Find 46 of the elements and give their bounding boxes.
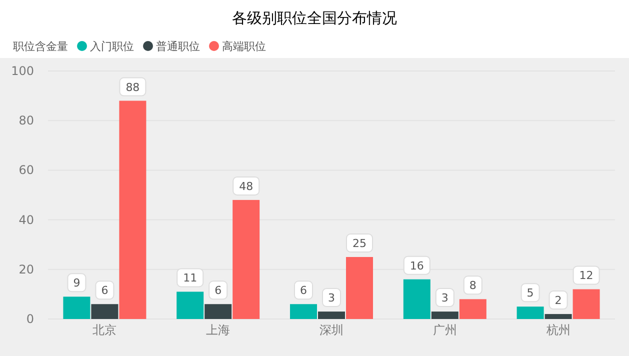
- bar: [119, 100, 146, 319]
- bar: [516, 306, 544, 319]
- x-tick-label: 广州: [432, 323, 457, 337]
- x-tick-label: 北京: [92, 323, 117, 337]
- bar: [91, 304, 118, 319]
- legend-title: 职位含金量: [13, 40, 68, 53]
- data-label: 48: [239, 180, 254, 193]
- data-label: 6: [101, 284, 108, 298]
- bar: [318, 312, 345, 319]
- y-tick-label: 100: [11, 64, 34, 78]
- data-label: 8: [469, 279, 476, 292]
- bar: [204, 304, 232, 319]
- bar: [63, 296, 90, 319]
- data-label: 5: [526, 286, 534, 300]
- data-label: 2: [554, 294, 562, 308]
- data-label: 9: [73, 276, 80, 290]
- y-tick-label: 80: [18, 114, 34, 128]
- data-label: 88: [126, 80, 140, 94]
- bar: [290, 304, 317, 319]
- bar: [572, 289, 600, 319]
- bar: [431, 312, 458, 319]
- y-tick-label: 0: [26, 312, 34, 326]
- legend-label: 入门职位: [90, 40, 134, 53]
- bar: [346, 257, 373, 319]
- data-label: 3: [441, 292, 448, 305]
- legend-label: 高端职位: [222, 40, 266, 53]
- bar: [232, 200, 260, 319]
- data-label: 6: [300, 284, 307, 298]
- data-label: 3: [328, 292, 335, 305]
- data-label: 12: [579, 269, 594, 282]
- x-tick-label: 杭州: [545, 323, 570, 337]
- y-tick-label: 40: [18, 212, 34, 227]
- chart-title: 各级别职位全国分布情况: [232, 9, 397, 27]
- bar: [176, 292, 204, 319]
- y-tick-label: 20: [18, 262, 34, 276]
- bar: [403, 279, 430, 319]
- y-tick-label: 60: [18, 163, 34, 178]
- data-label: 11: [183, 272, 198, 285]
- x-tick-label: 上海: [206, 323, 230, 337]
- x-tick-label: 深圳: [320, 323, 344, 337]
- bar: [544, 314, 572, 319]
- data-label: 16: [410, 259, 424, 272]
- data-label: 6: [214, 284, 222, 298]
- bar: [459, 299, 486, 319]
- legend-label: 普通职位: [156, 40, 200, 53]
- data-label: 25: [352, 237, 366, 250]
